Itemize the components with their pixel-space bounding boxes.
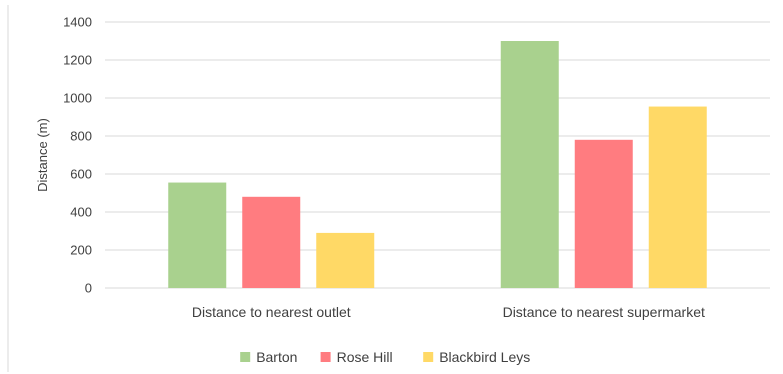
bar-barton-1 [500, 41, 559, 288]
y-tick-label: 400 [70, 205, 92, 220]
bar-rose-hill-0 [242, 196, 301, 288]
bars [168, 41, 707, 288]
bar-rose-hill-1 [574, 139, 633, 288]
legend-swatch-barton [240, 352, 251, 362]
y-axis-title: Distance (m) [35, 118, 50, 192]
category-labels: Distance to nearest outlet Distance to ne… [192, 304, 705, 320]
category-label: Distance to nearest outlet [192, 304, 351, 320]
legend-swatch-rose-hill [320, 352, 331, 362]
y-axis-ticks: 0 200 400 600 800 1000 1200 1400 [63, 15, 92, 296]
y-tick-label: 800 [70, 129, 92, 144]
legend-label: Barton [256, 349, 297, 365]
legend-label: Rose Hill [337, 349, 393, 365]
y-tick-label: 1400 [63, 15, 92, 30]
legend-swatch-blackbird-leys [423, 352, 434, 362]
legend: Barton Rose Hill Blackbird Leys [240, 349, 530, 365]
y-tick-label: 0 [85, 281, 92, 296]
legend-label: Blackbird Leys [439, 349, 530, 365]
y-tick-label: 200 [70, 243, 92, 258]
category-label: Distance to nearest supermarket [503, 304, 705, 320]
bar-barton-0 [168, 182, 227, 288]
bar-blackbird-leys-0 [316, 232, 375, 288]
y-tick-label: 1000 [63, 91, 92, 106]
bar-blackbird-leys-1 [648, 106, 707, 288]
y-tick-label: 1200 [63, 53, 92, 68]
y-tick-label: 600 [70, 167, 92, 182]
